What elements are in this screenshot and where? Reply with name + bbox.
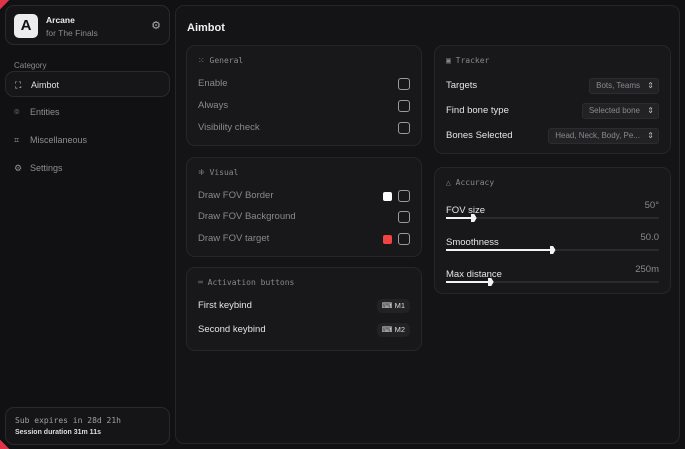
subscription-card: Sub expires in 28d 21h Session duration … [5,407,170,445]
draw-fov-target-row: Draw FOV target [198,231,410,247]
accuracy-card: △ Accuracy FOV size 50° Smoothness 50.0 Max … [434,167,671,294]
slider-fill [446,281,491,283]
tracker-icon: ▣ [446,56,456,65]
grid-icon: ⁙ [198,56,210,65]
first-keybind-button[interactable]: ⌨ M1 [376,299,410,313]
sidebar-item-label: Miscellaneous [30,135,88,145]
first-keybind-row: First keybind ⌨ M1 [198,298,410,314]
sidebar-item-label: Entities [30,107,60,117]
gear-icon[interactable]: ⚙ [151,20,161,32]
app-subtitle: for The Finals [46,28,98,38]
misc-icon: ⌗ [14,135,20,145]
keyboard-icon: ⌨ [198,278,208,287]
card-header: ⌨ Activation buttons [198,278,295,287]
chevron-updown-icon: ⇕ [647,106,654,115]
card-header: ▣ Tracker [446,56,490,65]
card-header: △ Accuracy [446,178,495,187]
category-label: Category [14,61,47,70]
tracker-card: ▣ Tracker Targets Bots, Teams ⇕ Find bone … [434,45,671,154]
sidebar-item-settings[interactable]: ⚙ Settings [5,155,170,181]
draw-fov-border-row: Draw FOV Border [198,188,410,204]
chevron-updown-icon: ⇕ [647,131,654,140]
targets-row: Targets Bots, Teams ⇕ [446,78,659,94]
draw-fov-border-checkbox[interactable] [398,190,410,202]
slider-label: Max distance [446,269,502,280]
find-bone-type-row: Find bone type Selected bone ⇕ [446,103,659,119]
targets-select[interactable]: Bots, Teams ⇕ [589,78,659,94]
slider-value: 50.0 [640,232,660,243]
second-keybind-button[interactable]: ⌨ M2 [376,323,410,337]
slider-smoothness[interactable]: Smoothness 50.0 [446,232,659,262]
bone-type-select[interactable]: Selected bone ⇕ [581,103,659,119]
slider-value: 50° [644,200,659,211]
draw-fov-background-checkbox[interactable] [398,211,410,223]
slider-thumb[interactable] [487,278,494,286]
chevron-updown-icon: ⇕ [647,81,654,90]
slider-value: 250m [635,264,659,275]
app-name: Arcane [46,15,75,25]
session-duration: Session duration 31m 11s [15,429,101,436]
slider-label: FOV size [446,205,486,216]
draw-fov-background-row: Draw FOV Background [198,209,410,225]
card-header: ⁙ General [198,56,244,65]
card-header: ⁜ Visual [198,168,239,177]
brand-card: A Arcane for The Finals ⚙ [5,5,170,45]
color-swatch[interactable] [383,235,392,244]
main-panel: Aimbot ⁙ General Enable Always Visibilit… [175,5,680,444]
general-card: ⁙ General Enable Always Visibility check [186,45,422,146]
triangle-icon: △ [446,178,456,187]
sidebar-item-miscellaneous[interactable]: ⌗ Miscellaneous [5,127,170,153]
slider-thumb[interactable] [470,214,477,222]
slider-track[interactable] [446,278,659,286]
activation-card: ⌨ Activation buttons First keybind ⌨ M1 S… [186,267,422,351]
slider-fill [446,249,553,251]
visual-icon: ⁜ [198,168,210,177]
sub-expires: Sub expires in 28d 21h [15,416,121,425]
enable-checkbox[interactable] [398,78,410,90]
sidebar-item-label: Aimbot [31,80,60,90]
bones-selected-row: Bones Selected Head, Neck, Body, Pe... ⇕ [446,128,659,144]
second-keybind-row: Second keybind ⌨ M2 [198,322,410,338]
bones-selected-select[interactable]: Head, Neck, Body, Pe... ⇕ [548,128,659,144]
slider-track[interactable] [446,214,659,222]
sidebar-item-aimbot[interactable]: ⛶ Aimbot [5,71,170,97]
always-row: Always [198,98,410,114]
slider-max-distance[interactable]: Max distance 250m [446,264,659,294]
sidebar-item-label: Settings [30,163,63,173]
slider-thumb[interactable] [549,246,556,254]
settings-icon: ⚙ [14,163,23,173]
always-checkbox[interactable] [398,100,410,112]
page-title: Aimbot [187,22,225,34]
sidebar: A Arcane for The Finals ⚙ Category ⛶ Aimb… [5,5,170,445]
slider-fov-size[interactable]: FOV size 50° [446,200,659,230]
visual-card: ⁜ Visual Draw FOV Border Draw FOV Backgr… [186,157,422,257]
enable-row: Enable [198,76,410,92]
visibility-check-checkbox[interactable] [398,122,410,134]
slider-fill [446,217,474,219]
entities-icon: ⌾ [14,107,20,117]
sidebar-item-entities[interactable]: ⌾ Entities [5,99,170,125]
visibility-check-row: Visibility check [198,120,410,136]
slider-track[interactable] [446,246,659,254]
color-swatch[interactable] [383,192,392,201]
app-logo: A [14,14,38,38]
slider-label: Smoothness [446,237,499,248]
draw-fov-target-checkbox[interactable] [398,233,410,245]
crosshair-icon: ⛶ [15,80,22,90]
